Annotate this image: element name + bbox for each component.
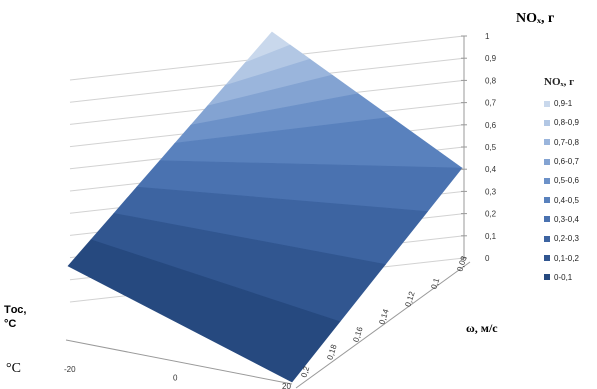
legend-swatch xyxy=(544,235,550,242)
legend-label: 0,1-0,2 xyxy=(554,253,579,263)
legend-swatch xyxy=(544,158,550,165)
temperature-tick-label: -20 xyxy=(64,365,76,374)
z-tick-label: 0,6 xyxy=(485,121,497,130)
z-tick-label: 0,3 xyxy=(485,187,497,196)
omega-tick-label: 0,14 xyxy=(377,308,391,326)
legend-item: 0,5-0,6 xyxy=(544,171,579,190)
legend-swatch xyxy=(544,197,550,204)
legend-item: 0,4-0,5 xyxy=(544,190,579,209)
z-tick-label: 0,4 xyxy=(485,165,497,174)
legend-label: 0,3-0,4 xyxy=(554,214,579,224)
legend-label: 0,6-0,7 xyxy=(554,157,579,167)
z-tick-label: 0,7 xyxy=(485,99,497,108)
omega-tick-label: 0,12 xyxy=(403,290,417,308)
legend-item: 0,1-0,2 xyxy=(544,248,579,267)
legend-item: 0-0,1 xyxy=(544,268,579,287)
legend-label: 0,2-0,3 xyxy=(554,234,579,244)
z-axis-title: NOₓ, г xyxy=(516,11,554,26)
legend-swatch xyxy=(544,139,550,146)
temperature-axis: -20 0 20 xyxy=(64,339,293,389)
z-axis: 0 0,1 0,2 0,3 0,4 0,5 0,6 0,7 0,8 0,9 1 xyxy=(461,32,497,263)
legend-swatch xyxy=(544,100,550,107)
z-tick-label: 0,8 xyxy=(485,76,497,85)
temperature-tick-label: 20 xyxy=(282,382,291,389)
z-tick-label: 0,9 xyxy=(485,54,497,63)
legend-label: 0,8-0,9 xyxy=(554,118,579,128)
z-tick-label: 0,1 xyxy=(485,232,497,241)
legend: NOₓ, г 0,9-1 0,8-0,9 0,7-0,8 0,6-0,7 0,5-0,6… xyxy=(544,76,579,287)
legend-swatch xyxy=(544,177,550,184)
omega-tick-label: 0,1 xyxy=(429,276,441,290)
nox-surface xyxy=(67,31,463,383)
legend-label: 0,4-0,5 xyxy=(554,195,579,205)
legend-item: 0,8-0,9 xyxy=(544,113,579,132)
legend-label: 0,5-0,6 xyxy=(554,176,579,186)
legend-swatch xyxy=(544,255,550,262)
z-tick-label: 1 xyxy=(485,32,490,41)
z-tick-label: 0,5 xyxy=(485,143,497,152)
temperature-axis-title: Tос, °C xyxy=(4,304,30,330)
omega-axis-line xyxy=(295,261,471,389)
legend-title: NOₓ, г xyxy=(544,76,575,88)
legend-item: 0,9-1 xyxy=(544,94,579,113)
temperature-unit-label: °C xyxy=(6,361,21,376)
legend-item: 0,3-0,4 xyxy=(544,210,579,229)
legend-item: 0,6-0,7 xyxy=(544,152,579,171)
temperature-axis-line xyxy=(65,339,293,385)
legend-swatch xyxy=(544,216,550,223)
legend-swatch xyxy=(544,119,550,126)
omega-tick-label: 0,16 xyxy=(351,325,365,343)
legend-item: 0,2-0,3 xyxy=(544,229,579,248)
legend-label: 0-0,1 xyxy=(554,272,573,282)
legend-label: 0,9-1 xyxy=(554,99,573,109)
z-tick-label: 0 xyxy=(485,254,490,263)
z-tick-label: 0,2 xyxy=(485,210,497,219)
legend-label: 0,7-0,8 xyxy=(554,137,579,147)
omega-axis-title: ω, м/с xyxy=(466,321,498,335)
temperature-tick-label: 0 xyxy=(173,374,178,383)
legend-item: 0,7-0,8 xyxy=(544,133,579,152)
legend-items: 0,9-1 0,8-0,9 0,7-0,8 0,6-0,7 0,5-0,6 0,4-0,5… xyxy=(544,94,579,287)
omega-tick-label: 0,2 xyxy=(299,365,311,379)
surface-band xyxy=(67,239,341,383)
omega-tick-label: 0,08 xyxy=(455,255,469,273)
omega-axis: 0,080,10,120,140,160,180,2 xyxy=(295,255,471,389)
legend-swatch xyxy=(544,274,550,281)
